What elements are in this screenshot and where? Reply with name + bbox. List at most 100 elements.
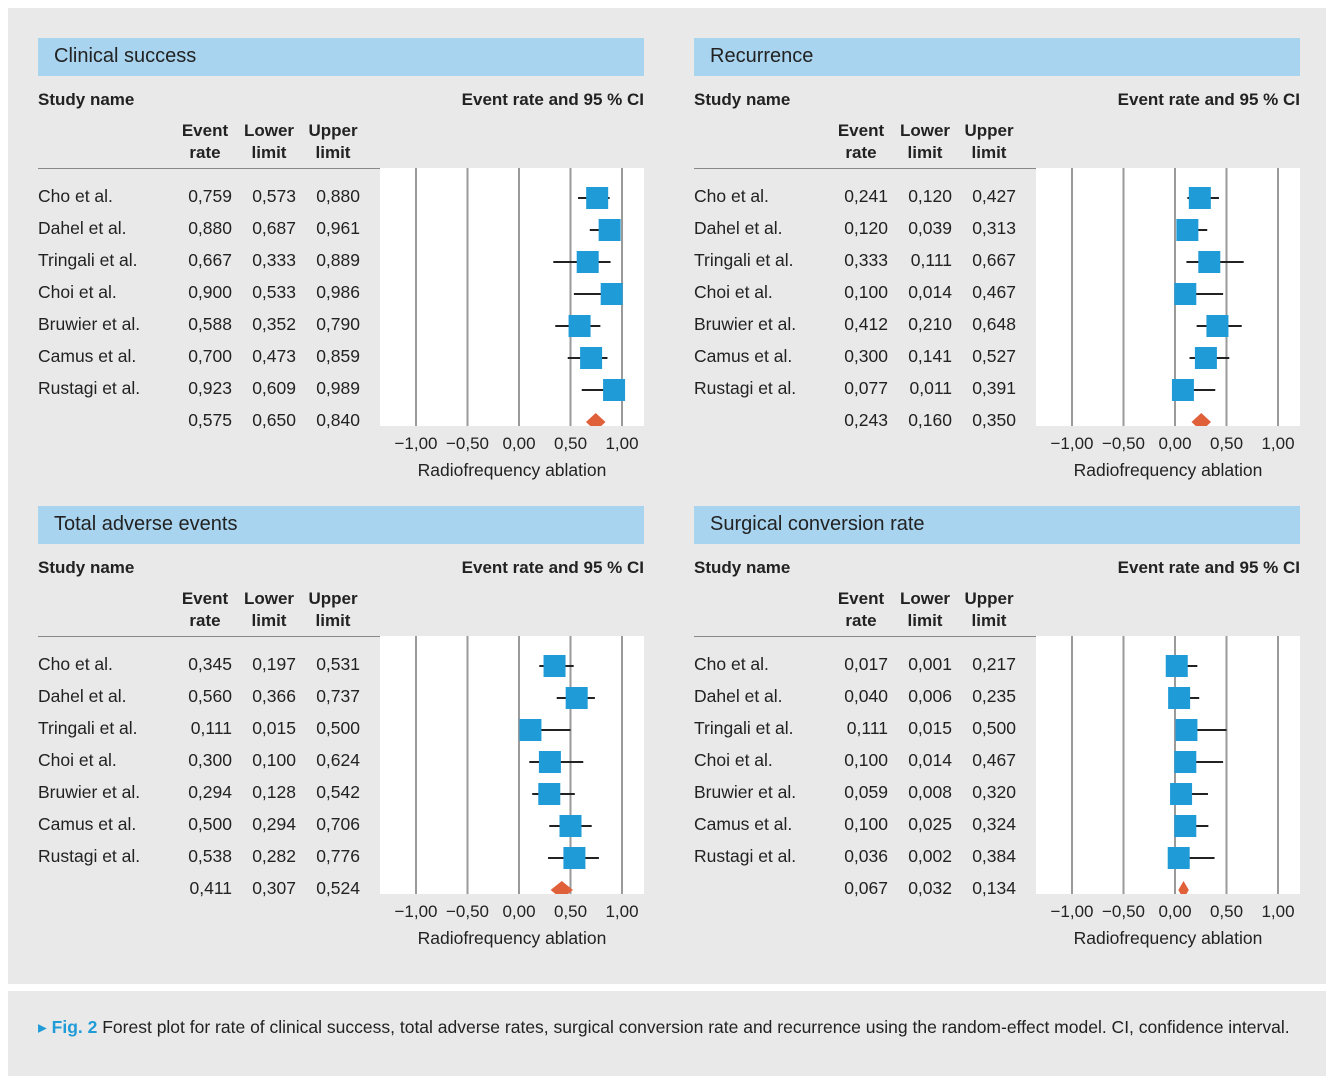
study-name-label: Rustagi et al. bbox=[38, 846, 141, 866]
study-name-label: Rustagi et al. bbox=[694, 378, 797, 398]
panel-header: Recurrence bbox=[694, 38, 1300, 76]
study-name-label: Cho et al. bbox=[38, 186, 113, 206]
summary-rate-value: 0,411 bbox=[189, 878, 233, 898]
upper-value: 0,961 bbox=[316, 218, 360, 238]
header-divider bbox=[38, 168, 644, 169]
panel-surgical-conversion-rate: Surgical conversion rate Study name Event … bbox=[694, 506, 1314, 948]
study-name-label: Bruwier et al. bbox=[694, 314, 797, 334]
study-estimate-square bbox=[568, 315, 591, 337]
header-divider bbox=[694, 168, 1300, 169]
event-rate-column-header: Event rate bbox=[170, 120, 240, 164]
rate-value: 0,100 bbox=[844, 750, 888, 770]
x-tick-label: 0,50 bbox=[553, 902, 588, 921]
x-tick-label: 1,00 bbox=[1261, 434, 1295, 453]
study-estimate-square bbox=[1194, 347, 1217, 369]
study-estimate-square bbox=[1174, 283, 1197, 305]
summary-upper-value: 0,350 bbox=[972, 410, 1016, 430]
lower-value: 0,333 bbox=[252, 250, 296, 270]
panel-header: Total adverse events bbox=[38, 506, 644, 544]
event-rate-column-header-line2: rate bbox=[189, 143, 221, 162]
lower-value: 0,001 bbox=[908, 654, 952, 674]
panel-total-adverse-events: Total adverse events Study name Event rate… bbox=[38, 506, 658, 948]
x-tick-label: 0,50 bbox=[553, 434, 588, 453]
upper-value: 0,235 bbox=[972, 686, 1016, 706]
upper-value: 0,500 bbox=[972, 718, 1016, 738]
summary-diamond bbox=[1191, 413, 1212, 426]
study-estimate-square bbox=[519, 719, 542, 741]
summary-diamond bbox=[1178, 881, 1189, 894]
upper-value: 0,324 bbox=[972, 814, 1016, 834]
study-name-label: Cho et al. bbox=[38, 654, 113, 674]
lower-value: 0,141 bbox=[908, 346, 952, 366]
x-axis-title: Radiofrequency ablation bbox=[1073, 460, 1263, 480]
upper-value: 0,500 bbox=[316, 718, 360, 738]
study-estimate-square bbox=[1175, 719, 1198, 741]
summary-lower-value: 0,650 bbox=[252, 410, 296, 430]
forest-plot-svg bbox=[380, 168, 644, 426]
upper-limit-column-header-line1: Upper bbox=[308, 589, 358, 608]
upper-value: 0,790 bbox=[316, 314, 360, 334]
lower-value: 0,006 bbox=[908, 686, 952, 706]
rate-value: 0,241 bbox=[844, 186, 888, 206]
upper-limit-column-header: Upper limit bbox=[298, 120, 368, 164]
x-axis-title: Radiofrequency ablation bbox=[1073, 928, 1263, 948]
rate-value: 0,333 bbox=[844, 250, 888, 270]
rate-value: 0,345 bbox=[188, 654, 232, 674]
summary-diamond bbox=[585, 413, 606, 426]
study-name-label: Camus et al. bbox=[694, 346, 793, 366]
rate-value: 0,111 bbox=[846, 718, 888, 738]
summary-lower-value: 0,307 bbox=[252, 878, 296, 898]
rate-value: 0,667 bbox=[188, 250, 232, 270]
study-name-header: Study name bbox=[38, 90, 135, 109]
x-tick-label: 1,00 bbox=[605, 434, 639, 453]
rate-value: 0,017 bbox=[844, 654, 888, 674]
upper-limit-column-header-line2: limit bbox=[315, 611, 351, 630]
summary-upper-value: 0,524 bbox=[316, 878, 360, 898]
header-divider bbox=[694, 636, 1300, 637]
upper-limit-column-header: Upper limit bbox=[298, 588, 368, 632]
lower-value: 0,039 bbox=[908, 218, 952, 238]
forest-plot-svg bbox=[380, 636, 644, 894]
x-tick-label: 0,00 bbox=[502, 902, 536, 921]
event-rate-column-header-line2: rate bbox=[845, 143, 877, 162]
lower-value: 0,128 bbox=[252, 782, 296, 802]
summary-rate-value: 0,243 bbox=[844, 410, 888, 430]
upper-value: 0,467 bbox=[972, 282, 1016, 302]
study-name-label: Dahel et al. bbox=[694, 218, 783, 238]
panel-title: Total adverse events bbox=[54, 513, 238, 535]
event-rate-column-header-line1: Event bbox=[837, 121, 885, 140]
x-tick-label: 0,00 bbox=[1158, 902, 1192, 921]
lower-value: 0,294 bbox=[252, 814, 296, 834]
lower-limit-column-header-line1: Lower bbox=[899, 121, 951, 140]
study-estimate-square bbox=[1174, 815, 1197, 837]
lower-value: 0,352 bbox=[252, 314, 296, 334]
upper-value: 0,859 bbox=[316, 346, 360, 366]
lower-limit-column-header: Lower limit bbox=[234, 120, 304, 164]
study-estimate-square bbox=[1171, 379, 1194, 401]
study-name-label: Cho et al. bbox=[694, 654, 769, 674]
rate-value: 0,036 bbox=[844, 846, 888, 866]
panel-header: Clinical success bbox=[38, 38, 644, 76]
rate-value: 0,759 bbox=[188, 186, 232, 206]
lower-value: 0,473 bbox=[252, 346, 296, 366]
lower-limit-column-header: Lower limit bbox=[890, 588, 960, 632]
lower-value: 0,015 bbox=[908, 718, 952, 738]
study-estimate-square bbox=[538, 751, 561, 773]
lower-value: 0,366 bbox=[252, 686, 296, 706]
study-estimate-square bbox=[1165, 655, 1188, 677]
event-rate-ci-header: Event rate and 95 % CI bbox=[1117, 90, 1300, 109]
upper-value: 0,217 bbox=[972, 654, 1016, 674]
upper-value: 0,427 bbox=[972, 186, 1016, 206]
rate-value: 0,077 bbox=[844, 378, 888, 398]
rate-value: 0,294 bbox=[188, 782, 232, 802]
upper-limit-column-header-line2: limit bbox=[971, 611, 1007, 630]
study-name-label: Rustagi et al. bbox=[38, 378, 141, 398]
upper-value: 0,320 bbox=[972, 782, 1016, 802]
upper-value: 0,313 bbox=[972, 218, 1016, 238]
x-tick-label: 1,00 bbox=[605, 902, 639, 921]
rate-value: 0,300 bbox=[188, 750, 232, 770]
upper-value: 0,648 bbox=[972, 314, 1016, 334]
study-estimate-square bbox=[600, 283, 623, 305]
header-divider bbox=[38, 636, 644, 637]
event-rate-ci-header: Event rate and 95 % CI bbox=[461, 558, 644, 577]
